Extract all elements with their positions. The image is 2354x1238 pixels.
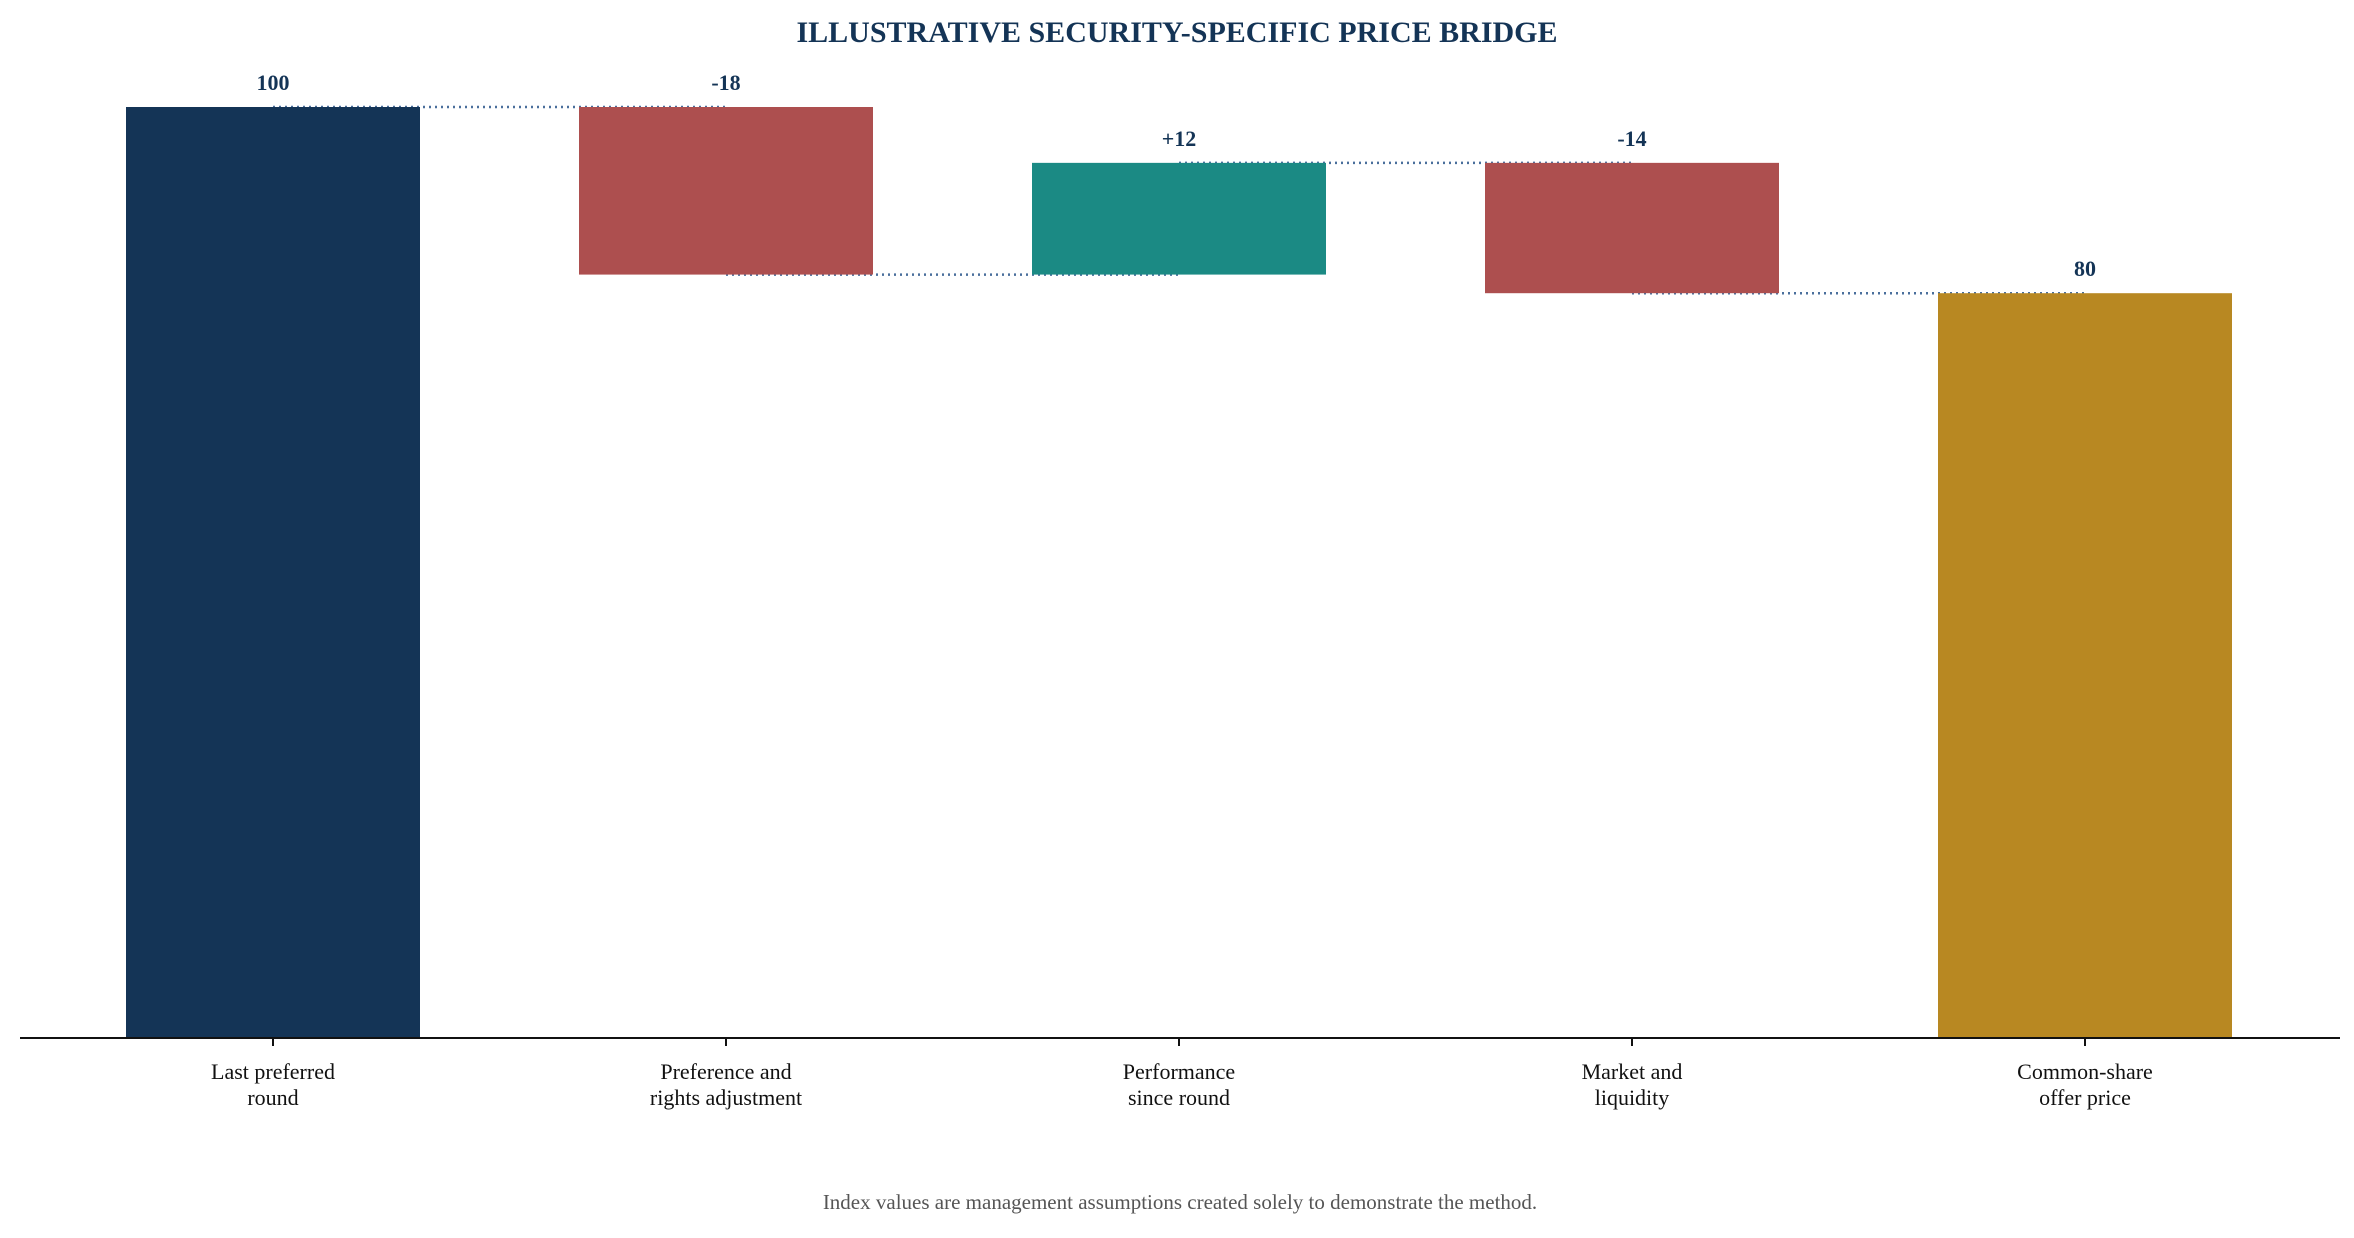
x-tick-label-1: Last preferred round bbox=[211, 1059, 335, 1110]
x-tick-label-5: Common-share offer price bbox=[2017, 1059, 2153, 1110]
bar-4 bbox=[1485, 162, 1779, 294]
bar-2 bbox=[579, 107, 873, 275]
x-tick-label-3: Performance since round bbox=[1123, 1059, 1235, 1110]
x-tick-label-4: Market and liquidity bbox=[1582, 1059, 1683, 1110]
bar-group bbox=[126, 107, 2232, 1038]
data-label-4: -14 bbox=[1617, 126, 1646, 151]
bar-3 bbox=[1032, 162, 1326, 275]
data-label-1: 100 bbox=[257, 70, 290, 95]
data-label-group: 100 -18 +12 -14 80 bbox=[257, 70, 2097, 281]
bar-1 bbox=[126, 107, 420, 1038]
data-label-2: -18 bbox=[711, 70, 740, 95]
bar-5 bbox=[1938, 293, 2232, 1038]
data-label-3: +12 bbox=[1162, 126, 1197, 151]
x-tick-label-2: Preference and rights adjustment bbox=[650, 1059, 802, 1110]
chart-title: ILLUSTRATIVE SECURITY-SPECIFIC PRICE BRI… bbox=[796, 16, 1557, 49]
footnote: Index values are management assumptions … bbox=[823, 1190, 1537, 1214]
x-axis: Last preferred round Preference and rights … bbox=[20, 1037, 2340, 1110]
data-label-5: 80 bbox=[2074, 256, 2096, 281]
